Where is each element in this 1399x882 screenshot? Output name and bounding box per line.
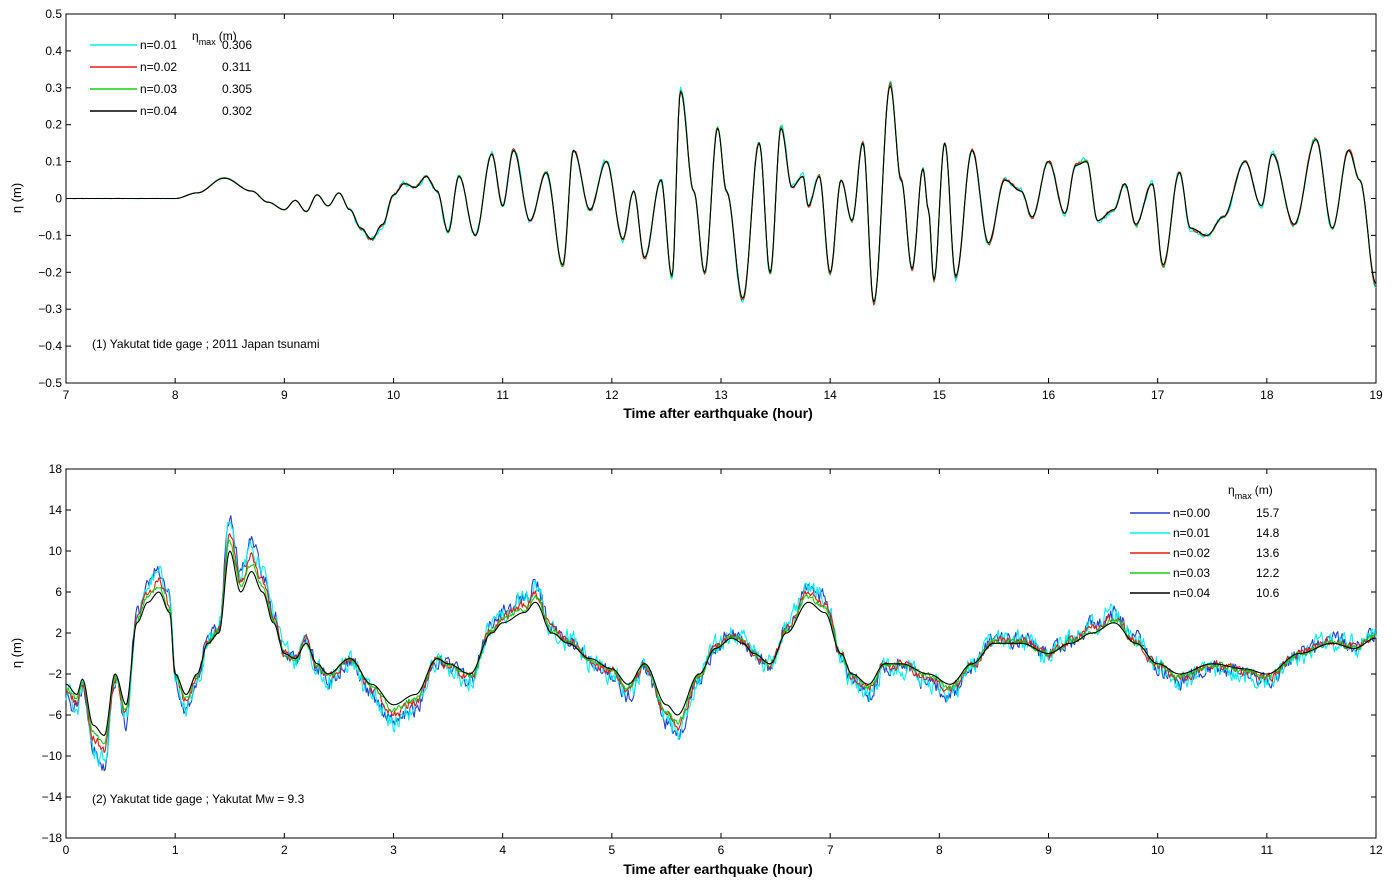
x-tick-label: 7: [63, 388, 70, 402]
y-tick-label: 0.2: [45, 118, 62, 132]
y-tick-label: 0.4: [45, 44, 62, 58]
legend-eta-max: 0.305: [222, 82, 252, 96]
y-tick-label: 18: [49, 462, 63, 476]
x-tick-label: 13: [714, 388, 728, 402]
legend-eta-max: 0.302: [222, 104, 252, 118]
x-tick-label: 10: [387, 388, 401, 402]
panel-1-yakutat-2011: 7 8 9 10 11 12 13 14 15 16 17 18 19 0.5 0.4 0.3 0.2 0.1 0 −…: [9, 7, 1383, 421]
x-tick-label: 9: [281, 388, 288, 402]
y-tick-label: 2: [55, 626, 62, 640]
y-tick-label: −0.5: [38, 376, 62, 390]
x-tick-label: 11: [496, 388, 509, 402]
y-axis-label-2: η (m): [9, 638, 24, 668]
x-tick-label: 6: [718, 843, 725, 857]
y-tick-label: −18: [42, 831, 63, 845]
y-tick-label: −0.4: [38, 339, 62, 353]
x-tick-label: 4: [499, 843, 506, 857]
legend-eta-max: 0.311: [222, 60, 251, 74]
x-tick-label: 8: [936, 843, 943, 857]
legend-eta-max: 15.7: [1256, 506, 1280, 520]
x-tick-label: 3: [390, 843, 397, 857]
legend-label: n=0.03: [1173, 566, 1210, 580]
y-tick-label: 0.1: [45, 155, 62, 169]
y-tick-label: −14: [42, 790, 63, 804]
legend-label: n=0.00: [1173, 506, 1210, 520]
y-tick-label: −10: [42, 749, 63, 763]
x-tick-label: 19: [1369, 388, 1383, 402]
legend-label: n=0.04: [140, 104, 177, 118]
x-tick-label: 5: [608, 843, 615, 857]
legend-label: n=0.02: [1173, 546, 1210, 560]
y-tick-label: 10: [49, 544, 63, 558]
y-axis-label-1: η (m): [9, 183, 24, 213]
y-tick-label: 14: [49, 503, 63, 517]
y-tick-label: −0.3: [38, 302, 62, 316]
x-tick-label: 12: [605, 388, 619, 402]
plot-area-1: [66, 14, 1376, 383]
annotation-1: (1) Yakutat tide gage ; 2011 Japan tsuna…: [92, 337, 319, 351]
legend-label: n=0.04: [1173, 586, 1210, 600]
y-tick-label: −0.2: [38, 265, 62, 279]
x-tick-label: 2: [281, 843, 288, 857]
x-axis-label-2: Time after earthquake (hour): [623, 861, 813, 877]
x-tick-label: 0: [63, 843, 70, 857]
legend-label: n=0.01: [140, 38, 177, 52]
y-tick-label: 0.5: [45, 7, 62, 21]
y-tick-label: −0.1: [38, 228, 62, 242]
legend-eta-max: 0.306: [222, 38, 252, 52]
y-tick-label: −6: [48, 708, 62, 722]
x-tick-label: 8: [172, 388, 179, 402]
x-tick-label: 9: [1045, 843, 1052, 857]
x-tick-label: 14: [823, 388, 837, 402]
y-tick-label: 0.3: [45, 81, 62, 95]
legend-label: n=0.03: [140, 82, 177, 96]
x-tick-label: 7: [827, 843, 834, 857]
y-tick-label: −2: [48, 667, 62, 681]
x-tick-label: 1: [172, 843, 179, 857]
legend-label: n=0.01: [1173, 526, 1210, 540]
x-tick-label: 10: [1151, 843, 1165, 857]
x-tick-label: 18: [1260, 388, 1274, 402]
legend-eta-max: 13.6: [1256, 546, 1280, 560]
legend-eta-max: 10.6: [1256, 586, 1280, 600]
x-tick-label: 15: [933, 388, 947, 402]
y-tick-label: 0: [55, 192, 62, 206]
legend-eta-max: 12.2: [1256, 566, 1280, 580]
y-tick-label: 6: [55, 585, 62, 599]
x-tick-label: 16: [1042, 388, 1056, 402]
x-tick-label: 12: [1369, 843, 1383, 857]
x-tick-label: 17: [1151, 388, 1165, 402]
x-axis-label-1: Time after earthquake (hour): [623, 405, 813, 421]
annotation-2: (2) Yakutat tide gage ; Yakutat Mw = 9.3: [92, 792, 305, 806]
plot-area-2: [66, 469, 1376, 838]
x-tick-label: 11: [1261, 843, 1274, 857]
legend-label: n=0.02: [140, 60, 177, 74]
legend-eta-max: 14.8: [1256, 526, 1280, 540]
